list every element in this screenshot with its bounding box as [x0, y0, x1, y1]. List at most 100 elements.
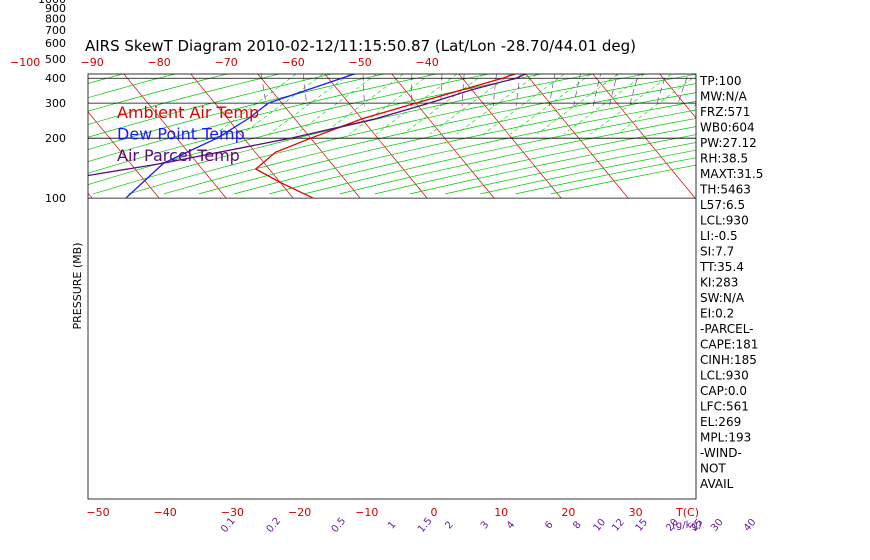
- index-entry: KI:283: [700, 276, 738, 290]
- isotherm-line: [190, 74, 294, 199]
- sounding-profiles: [88, 74, 528, 199]
- axes: 1002003004005006007008009001000PRESSURE …: [10, 0, 759, 535]
- index-entry: MAXT:31.5: [700, 167, 763, 181]
- dry-adiabat-line: [93, 74, 595, 195]
- mixing-ratio-tick-label: 40: [742, 517, 759, 534]
- dry-adiabat-line: [198, 83, 696, 195]
- legend-entry: Dew Point Temp: [117, 125, 245, 144]
- pressure-tick-label: 500: [45, 53, 66, 66]
- mixing-ratio-tick-label: 12: [610, 517, 627, 534]
- mixing-ratio-line: [261, 74, 267, 107]
- index-entry: LCL:930: [700, 214, 749, 228]
- pressure-tick-label: 900: [45, 2, 66, 15]
- dry-adiabat-line: [88, 74, 386, 150]
- index-entry: TT:35.4: [699, 260, 744, 274]
- index-entry: -PARCEL-: [700, 322, 754, 336]
- bottom-temp-tick-label: 20: [561, 506, 575, 519]
- dry-adiabat-line: [128, 74, 648, 195]
- index-entry: LFC:561: [700, 400, 749, 414]
- dry-adiabat-line: [88, 74, 438, 162]
- mixing-ratio-tick-label: 2: [443, 519, 456, 531]
- x-axis-label: T(C): [675, 506, 699, 519]
- legend-entry: Air Parcel Temp: [117, 146, 240, 165]
- pressure-tick-label: 600: [45, 37, 66, 50]
- isotherm-line: [799, 0, 870, 198]
- dry-adiabat-line: [233, 92, 696, 195]
- mixing-ratio-tick-label: 3: [479, 519, 492, 531]
- dry-adiabat-line: [269, 101, 696, 195]
- index-entry: RH:38.5: [700, 152, 748, 166]
- pressure-tick-label: 100: [45, 192, 66, 205]
- index-entry: LI:-0.5: [700, 229, 738, 243]
- isotherm-line: [257, 74, 361, 199]
- moist-adiabat-line: [429, 74, 512, 135]
- index-entry: LCL:930: [700, 369, 749, 383]
- mixing-ratio-tick-label: 30: [709, 517, 726, 534]
- top-temp-tick-label: −40: [416, 56, 439, 69]
- top-temp-tick-label: −70: [215, 56, 238, 69]
- index-entry: CINH:185: [700, 353, 757, 367]
- index-entry: FRZ:571: [700, 105, 750, 119]
- background-grid: [88, 0, 870, 199]
- bottom-temp-tick-label: −50: [86, 506, 109, 519]
- top-temp-tick-label: −80: [148, 56, 171, 69]
- mixing-ratio-line: [440, 74, 443, 107]
- mixing-ratio-line: [573, 74, 581, 107]
- mixing-ratio-line: [549, 74, 556, 107]
- isotherm-line: [659, 74, 696, 119]
- chart-title: AIRS SkewT Diagram 2010-02-12/11:15:50.8…: [85, 37, 636, 55]
- bottom-temp-tick-label: 30: [629, 506, 643, 519]
- top-temp-tick-label: −60: [282, 56, 305, 69]
- plot-frame: [87, 73, 697, 500]
- bottom-temp-tick-label: 10: [494, 506, 508, 519]
- mixing-ratio-line: [592, 74, 601, 107]
- isotherm-line: [123, 74, 227, 199]
- dry-adiabat-line: [304, 109, 696, 195]
- index-entry: MW:N/A: [700, 90, 748, 104]
- dry-adiabat-line: [88, 74, 491, 174]
- pressure-tick-label: 400: [45, 72, 66, 85]
- dry-adiabat-line: [163, 74, 696, 195]
- bottom-temp-tick-label: −40: [154, 506, 177, 519]
- isotherm-line: [866, 0, 870, 198]
- index-entry: EI:0.2: [700, 307, 734, 321]
- index-entry: AVAIL: [700, 477, 734, 491]
- index-entry: WB0:604: [700, 121, 755, 135]
- isotherm-line: [391, 74, 495, 199]
- legend-entry: Ambient Air Temp: [117, 103, 259, 122]
- dry-adiabat-line: [339, 118, 696, 195]
- index-entry: MPL:193: [700, 431, 751, 445]
- series-line-dew-point-temp: [125, 74, 357, 199]
- mixing-ratio-line: [302, 74, 308, 107]
- mixing-ratio-tick-label: 4: [505, 519, 518, 531]
- isotherm-line: [592, 74, 696, 199]
- top-temp-tick-label: −90: [81, 56, 104, 69]
- index-entry: TP:100: [699, 74, 742, 88]
- mixing-ratio-tick-label: 1: [386, 519, 399, 531]
- mixing-ratio-line: [609, 74, 618, 107]
- bottom-temp-tick-label: −30: [221, 506, 244, 519]
- bottom-temp-tick-label: −20: [288, 506, 311, 519]
- moist-adiabat-line: [456, 74, 538, 135]
- isotherm-line: [324, 74, 428, 199]
- mixing-ratio-line: [411, 74, 413, 107]
- moist-adiabat-line: [376, 74, 458, 135]
- legend: Ambient Air Temp Dew Point Temp Air Parcel…: [117, 103, 259, 165]
- index-entry: CAP:0.0: [700, 384, 747, 398]
- y-axis-label: PRESSURE (MB): [71, 243, 84, 330]
- series-line-ambient-air-temp: [254, 74, 518, 199]
- mixing-ratio-tick-label: 0.5: [330, 516, 349, 535]
- index-entry: SW:N/A: [700, 291, 745, 305]
- moist-adiabat-line: [295, 74, 378, 135]
- index-entry: NOT: [700, 462, 726, 476]
- bottom-temp-tick-label: −10: [355, 506, 378, 519]
- top-temp-tick-label: −100: [10, 56, 40, 69]
- mixing-ratio-line: [515, 74, 521, 107]
- isotherm-line: [525, 74, 629, 199]
- index-entry: L57:6.5: [700, 198, 745, 212]
- mixing-ratio-tick-label: 8: [571, 519, 584, 531]
- mixing-ratio-line: [461, 74, 465, 107]
- pressure-tick-label: 800: [45, 12, 66, 25]
